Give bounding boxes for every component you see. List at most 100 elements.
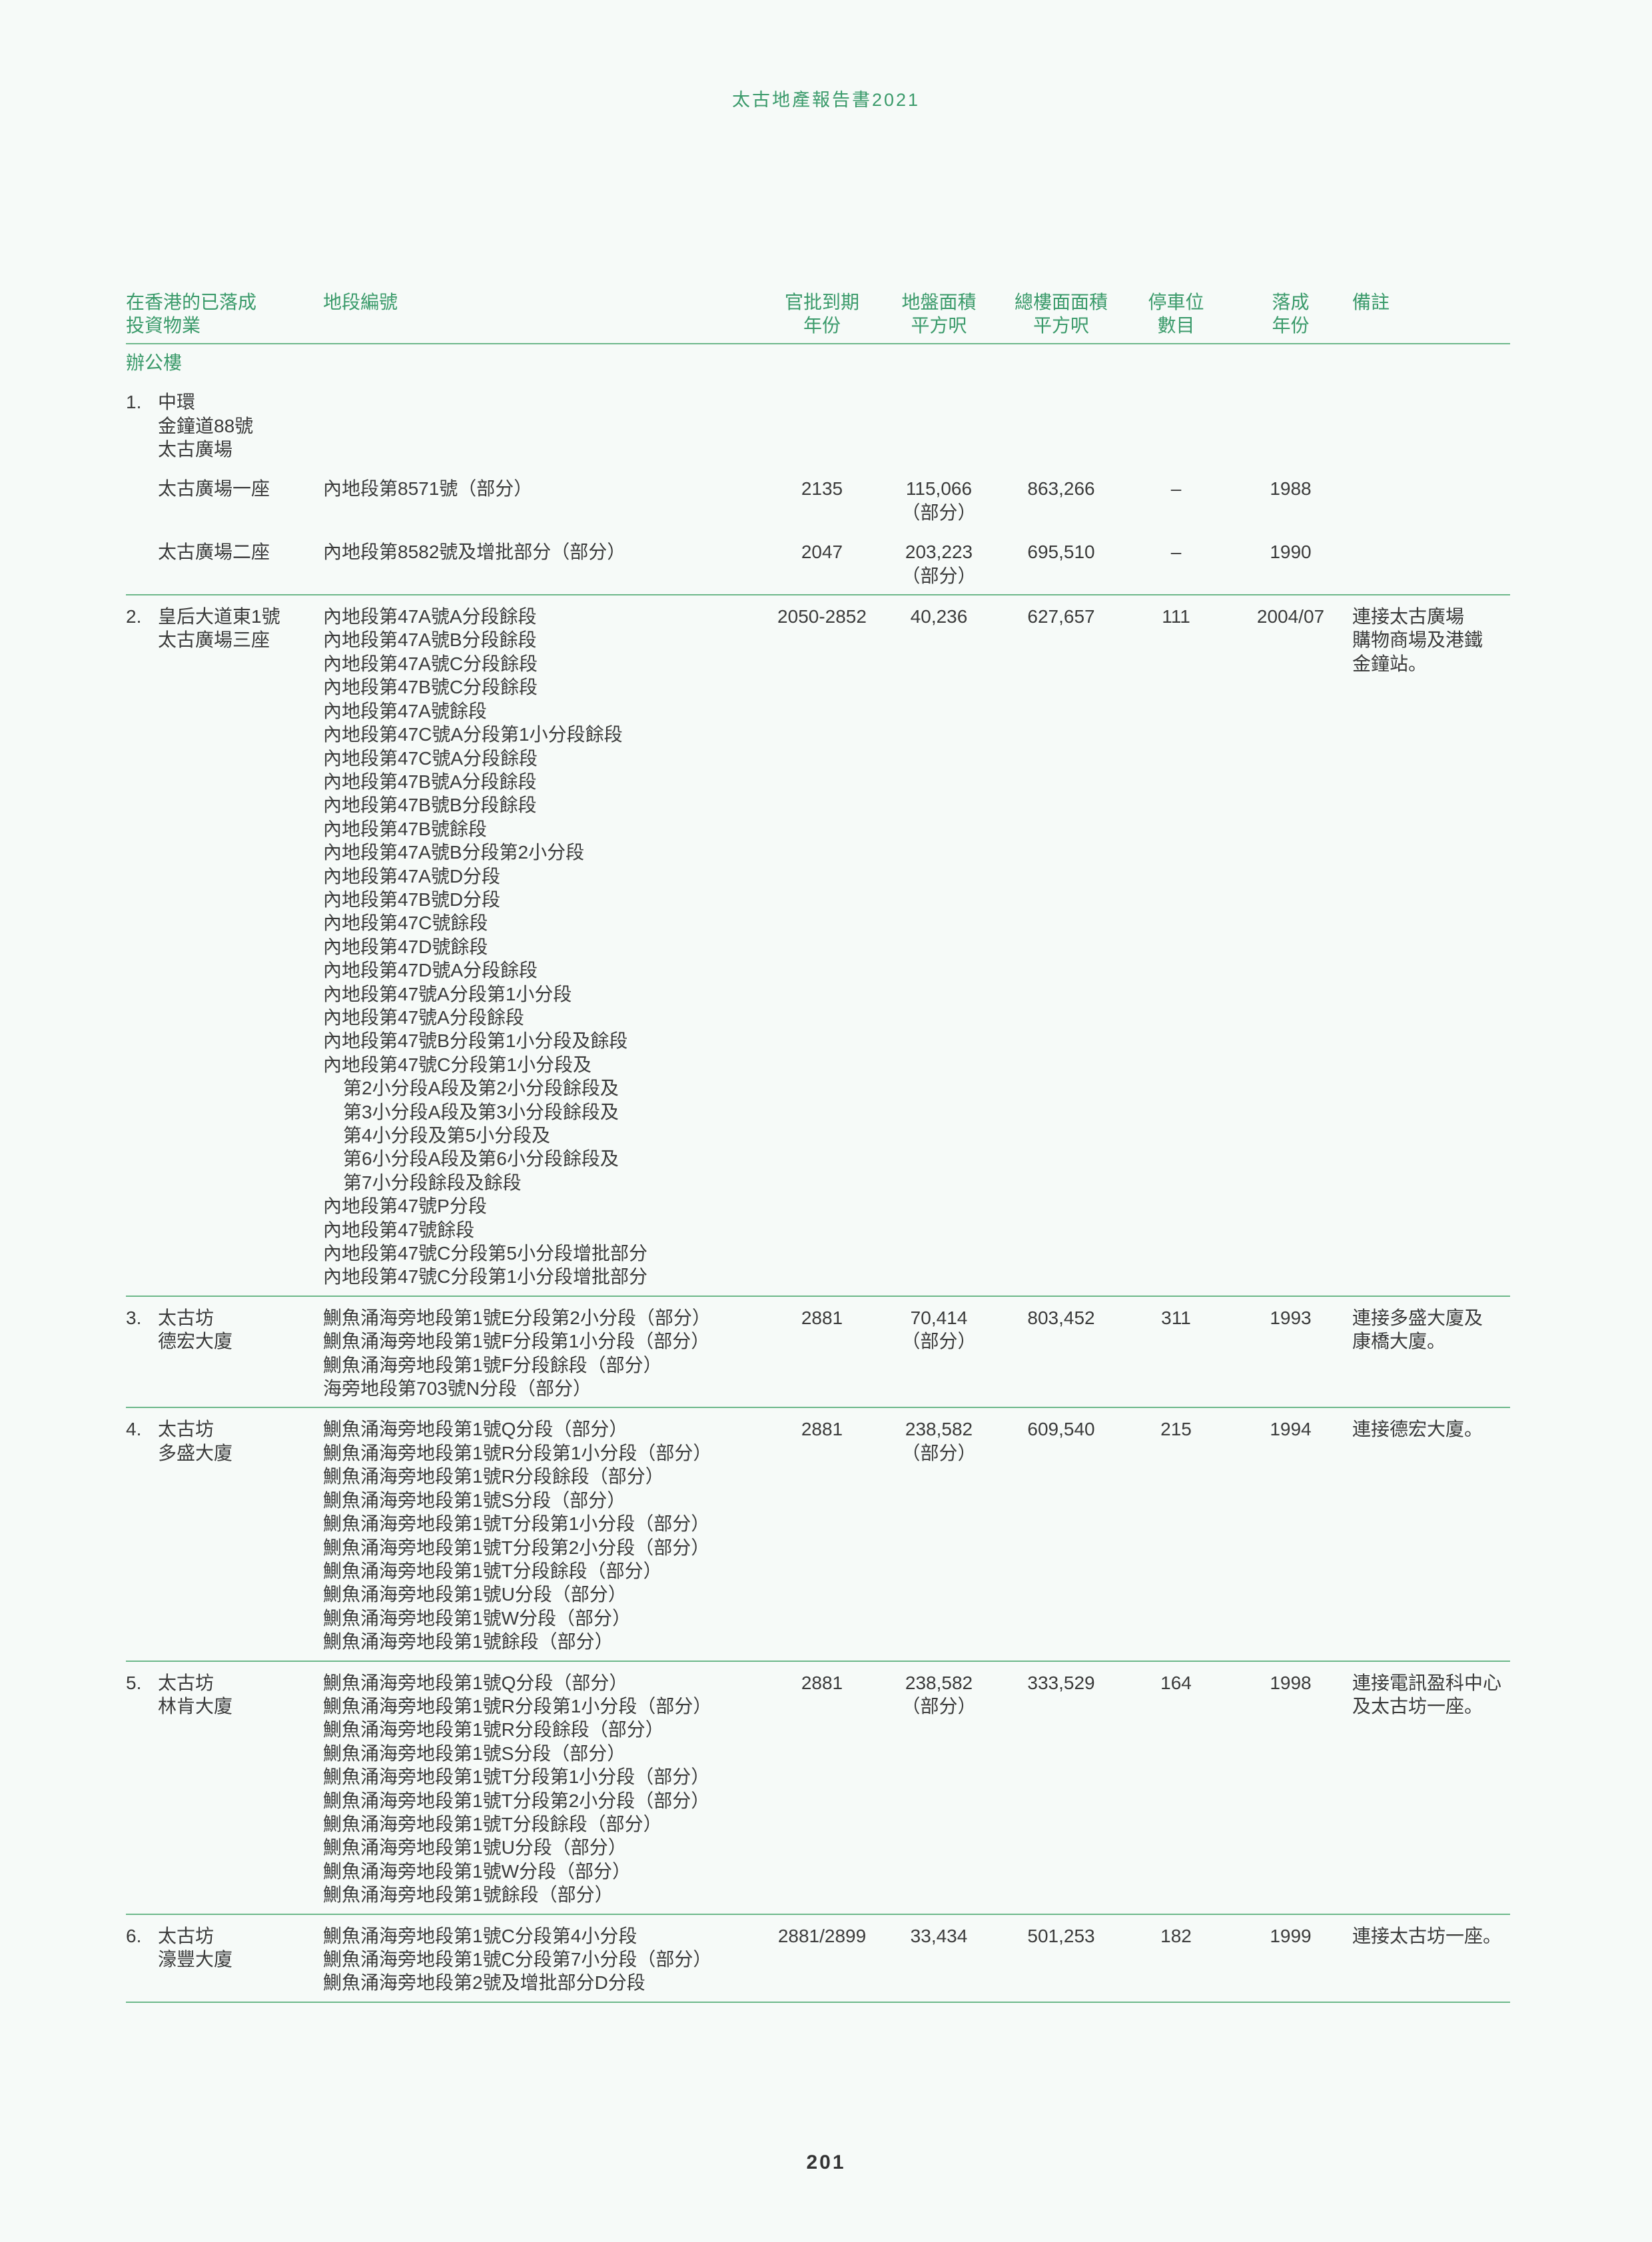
table-row: 5. 太古坊 林肯大廈 鰂魚涌海旁地段第1號Q分段（部分） 鰂魚涌海旁地段第1號R分段第… <box>126 1662 1510 1915</box>
remarks: 連接德宏大廈。 <box>1352 1417 1510 1653</box>
lot-numbers: 鰂魚涌海旁地段第1號E分段第2小分段（部分） 鰂魚涌海旁地段第1號F分段第1小分段… <box>323 1306 765 1401</box>
lot-line: 鰂魚涌海旁地段第1號R分段餘段（部分） <box>323 1466 664 1487</box>
property-name: 太古坊 多盛大廈 <box>158 1417 323 1653</box>
parking-spaces: 182 <box>1160 1925 1192 1946</box>
lot-numbers: 鰂魚涌海旁地段第1號Q分段（部分） 鰂魚涌海旁地段第1號R分段第1小分段（部分） 鰂… <box>323 1417 765 1653</box>
name-line: 太古坊 <box>158 1672 214 1693</box>
lot-line: 鰂魚涌海旁地段第1號S分段（部分） <box>323 1489 626 1511</box>
lot-line: 內地段第47C號A分段餘段 <box>323 747 538 769</box>
name-line: 皇后大道東1號 <box>158 606 280 627</box>
lot-line: 鰂魚涌海旁地段第1號Q分段（部分） <box>323 1672 628 1693</box>
parking-spaces: – <box>1170 478 1182 500</box>
header-lot: 地段編號 <box>323 290 765 338</box>
table-header: 在香港的已落成 投資物業 地段編號 官批到期 年份 地盤面積 平方呎 總樓面面積 平方呎… <box>126 290 1510 344</box>
header-line: 備註 <box>1352 292 1390 312</box>
lease-expiry: 2881 <box>801 1307 843 1328</box>
gross-floor-area: 803,452 <box>1027 1307 1095 1328</box>
name-line: 太古廣場 <box>158 439 233 460</box>
property-name: 太古坊 濠豐大廈 <box>158 1924 323 1995</box>
completion-year: 1994 <box>1270 1419 1312 1440</box>
name-line: 濠豐大廈 <box>158 1949 233 1970</box>
item-number: 2. <box>126 606 142 627</box>
parking-spaces: 164 <box>1160 1672 1192 1693</box>
completion-year: 1998 <box>1270 1672 1312 1693</box>
header-line: 停車位 <box>1148 292 1204 312</box>
lot-numbers: 鰂魚涌海旁地段第1號C分段第4小分段 鰂魚涌海旁地段第1號C分段第7小分段（部分）… <box>323 1924 765 1995</box>
site-area: 238,582 （部分） <box>879 1671 999 1907</box>
name-line: 太古坊 <box>158 1925 214 1946</box>
lot-line: 內地段第47B號D分段 <box>323 889 501 910</box>
property-name: 太古坊 林肯大廈 <box>158 1671 323 1907</box>
gross-floor-area: 333,529 <box>1027 1672 1095 1693</box>
lot-line: 第6小分段A段及第6小分段餘段及 <box>343 1148 619 1170</box>
remarks-line: 連接多盛大廈及 <box>1352 1307 1483 1328</box>
lot-line: 內地段第47號C分段第1小分段增批部分 <box>323 1266 647 1288</box>
lot-line: 鰂魚涌海旁地段第1號T分段第1小分段（部分） <box>323 1513 710 1535</box>
header-site-area: 地盤面積 平方呎 <box>879 290 999 338</box>
property-heading: 1. 中環 金鐘道88號 太古廣場 <box>126 390 1510 461</box>
remarks-line: 及太古坊一座。 <box>1352 1695 1483 1716</box>
site-area: 33,434 <box>879 1924 999 1995</box>
table-row: 2. 皇后大道東1號 太古廣場三座 內地段第47A號A分段餘段 內地段第47A號B分段餘… <box>126 595 1510 1297</box>
property-name: 太古廣場一座 <box>158 478 270 500</box>
property-row: 4. 太古坊 多盛大廈 鰂魚涌海旁地段第1號Q分段（部分） 鰂魚涌海旁地段第1號R分段第… <box>126 1417 1510 1653</box>
lot-line: 鰂魚涌海旁地段第1號F分段餘段（部分） <box>323 1354 662 1375</box>
gross-floor-area: 863,266 <box>1027 478 1095 500</box>
completion-year: 1993 <box>1270 1307 1312 1328</box>
site-area-line: 115,066 <box>905 478 973 500</box>
remarks-line: 連接德宏大廈。 <box>1352 1419 1483 1440</box>
header-line: 地盤面積 <box>901 292 977 312</box>
lot-line: 內地段第47B號C分段餘段 <box>323 677 538 698</box>
header-property: 在香港的已落成 投資物業 <box>126 290 256 338</box>
header-line: 投資物業 <box>126 315 201 336</box>
parking-spaces: 215 <box>1160 1419 1192 1440</box>
lot-numbers: 內地段第8582號及增批部分（部分） <box>323 540 765 587</box>
lot-line: 內地段第47號A分段第1小分段 <box>323 983 572 1004</box>
remarks <box>1352 477 1510 524</box>
name-line: 太古廣場三座 <box>158 629 270 651</box>
header-parking: 停車位 數目 <box>1123 290 1229 338</box>
lot-line: 內地段第47號P分段 <box>323 1196 487 1217</box>
site-area-line: 203,223 <box>905 542 973 563</box>
lot-line: 海旁地段第703號N分段（部分） <box>323 1378 592 1399</box>
header-completion: 落成 年份 <box>1229 290 1352 338</box>
table-row: 3. 太古坊 德宏大廈 鰂魚涌海旁地段第1號E分段第2小分段（部分） 鰂魚涌海旁地段第1… <box>126 1297 1510 1409</box>
site-area-line: （部分） <box>901 502 977 523</box>
lot-line: 鰂魚涌海旁地段第1號餘段（部分） <box>323 1884 614 1906</box>
property-name: 皇后大道東1號 太古廣場三座 <box>158 605 323 1289</box>
lease-expiry: 2881/2899 <box>777 1925 867 1946</box>
lot-line: 鰂魚涌海旁地段第1號T分段餘段（部分） <box>323 1560 662 1581</box>
property-row: 3. 太古坊 德宏大廈 鰂魚涌海旁地段第1號E分段第2小分段（部分） 鰂魚涌海旁地段第1… <box>126 1306 1510 1401</box>
lease-expiry: 2881 <box>801 1419 843 1440</box>
gross-floor-area: 501,253 <box>1027 1925 1095 1946</box>
header-line: 數目 <box>1157 315 1195 336</box>
site-area-line: 33,434 <box>910 1925 968 1946</box>
remarks-line: 連接電訊盈科中心 <box>1352 1672 1502 1693</box>
lot-line: 內地段第47A號D分段 <box>323 865 501 887</box>
lot-line: 第3小分段A段及第3小分段餘段及 <box>343 1101 619 1122</box>
gross-floor-area: 609,540 <box>1027 1419 1095 1440</box>
remarks <box>1352 540 1510 587</box>
header-gfa: 總樓面面積 平方呎 <box>999 290 1123 338</box>
site-area-line: 238,582 <box>905 1419 973 1440</box>
item-number: 5. <box>126 1672 142 1693</box>
site-area: 40,236 <box>879 605 999 1289</box>
page-number: 201 <box>806 2151 846 2173</box>
remarks: 連接電訊盈科中心 及太古坊一座。 <box>1352 1671 1510 1907</box>
header-lease-expiry: 官批到期 年份 <box>765 290 879 338</box>
name-line: 太古坊 <box>158 1307 214 1328</box>
lease-expiry: 2135 <box>801 478 843 500</box>
lot-line: 鰂魚涌海旁地段第2號及增批部分D分段 <box>323 1972 645 1994</box>
lot-line: 內地段第47C號A分段第1小分段餘段 <box>323 724 623 745</box>
gross-floor-area: 627,657 <box>1027 606 1095 627</box>
property-row: 2. 皇后大道東1號 太古廣場三座 內地段第47A號A分段餘段 內地段第47A號B分段餘… <box>126 605 1510 1289</box>
remarks-line: 購物商場及港鐵 <box>1352 629 1483 651</box>
property-name: 中環 金鐘道88號 太古廣場 <box>158 390 765 461</box>
remarks: 連接多盛大廈及 康橋大廈。 <box>1352 1306 1510 1401</box>
table-body: 1. 中環 金鐘道88號 太古廣場太古廣場一座 內地段第8571號（部分） 2135 115… <box>126 390 1510 2003</box>
property-name: 太古坊 德宏大廈 <box>158 1306 323 1401</box>
completion-year: 2004/07 <box>1256 606 1325 627</box>
lot-numbers: 內地段第8571號（部分） <box>323 477 765 524</box>
lot-line: 內地段第47D號A分段餘段 <box>323 960 538 981</box>
lot-numbers: 鰂魚涌海旁地段第1號Q分段（部分） 鰂魚涌海旁地段第1號R分段第1小分段（部分） 鰂… <box>323 1671 765 1907</box>
